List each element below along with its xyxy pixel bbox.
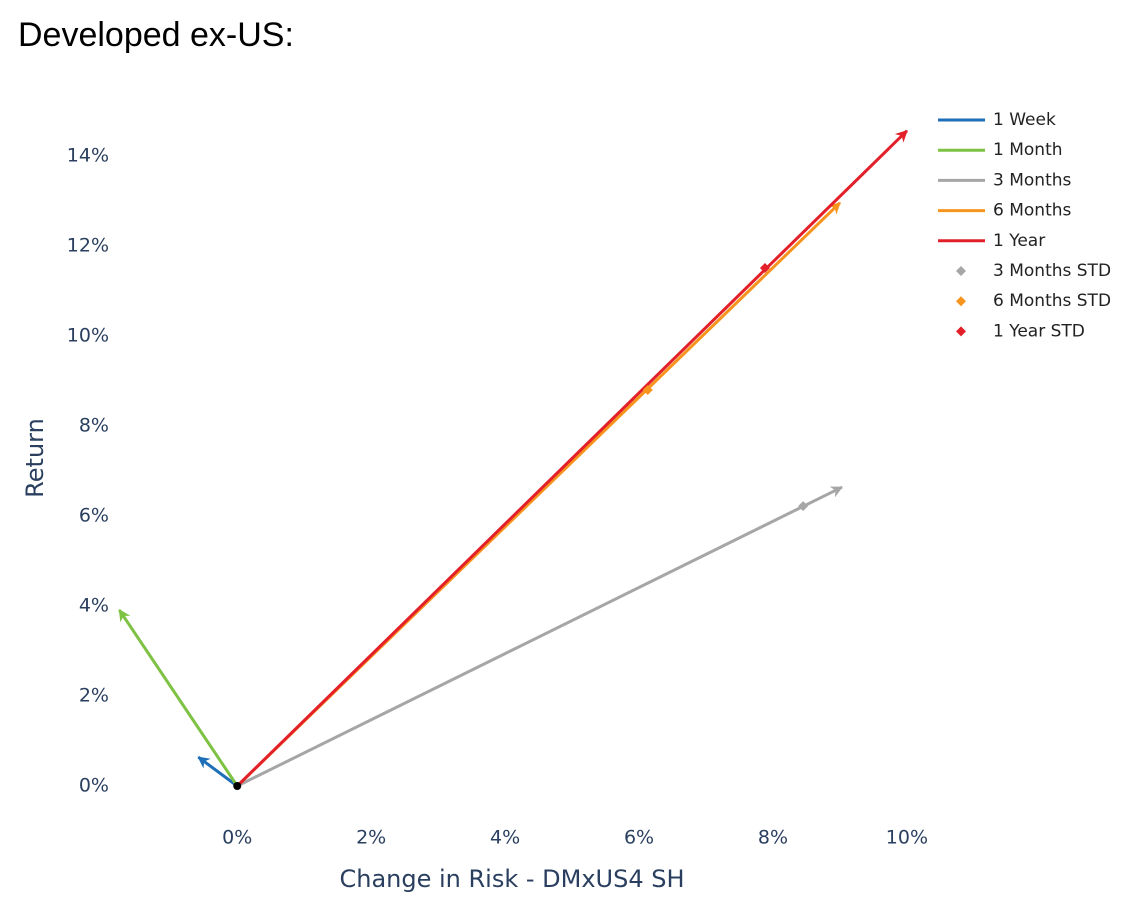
legend-label: 3 Months STD <box>993 261 1111 281</box>
std-marker <box>798 501 809 512</box>
vector-line <box>118 609 239 787</box>
legend-label: 6 Months STD <box>993 291 1111 311</box>
y-tick-label: 12% <box>67 235 109 257</box>
y-axis-label: Return <box>21 418 49 498</box>
vector-line <box>197 755 239 788</box>
x-axis-label: Change in Risk - DMxUS4 SH <box>339 865 684 893</box>
y-tick-label: 0% <box>79 775 109 797</box>
legend-label: 1 Year STD <box>993 321 1085 341</box>
y-tick-label: 8% <box>79 415 109 437</box>
legend-marker <box>956 296 966 307</box>
origin-dot <box>233 782 242 790</box>
legend-label: 6 Months <box>993 201 1072 221</box>
x-tick-label: 2% <box>356 827 386 849</box>
std-marker <box>642 385 653 395</box>
x-tick-label: 4% <box>490 827 520 849</box>
x-tick-label: 6% <box>624 827 654 849</box>
legend-marker <box>956 266 966 276</box>
chart-title: Developed ex-US: <box>18 16 294 54</box>
std-marker <box>759 263 770 274</box>
x-tick-label: 0% <box>222 827 252 849</box>
y-tick-label: 2% <box>79 685 109 707</box>
legend-label: 1 Year <box>993 231 1045 251</box>
legend-label: 1 Month <box>993 140 1063 160</box>
vector-line <box>236 129 908 788</box>
y-tick-label: 14% <box>67 145 109 167</box>
vector-line <box>236 485 844 788</box>
legend-label: 1 Week <box>993 110 1056 130</box>
x-tick-label: 8% <box>758 827 788 849</box>
y-tick-label: 4% <box>79 595 109 617</box>
legend-marker <box>956 326 966 337</box>
y-tick-label: 10% <box>67 325 109 347</box>
legend-label: 3 Months <box>993 170 1072 190</box>
x-tick-label: 10% <box>886 827 928 849</box>
y-tick-label: 6% <box>79 505 109 527</box>
